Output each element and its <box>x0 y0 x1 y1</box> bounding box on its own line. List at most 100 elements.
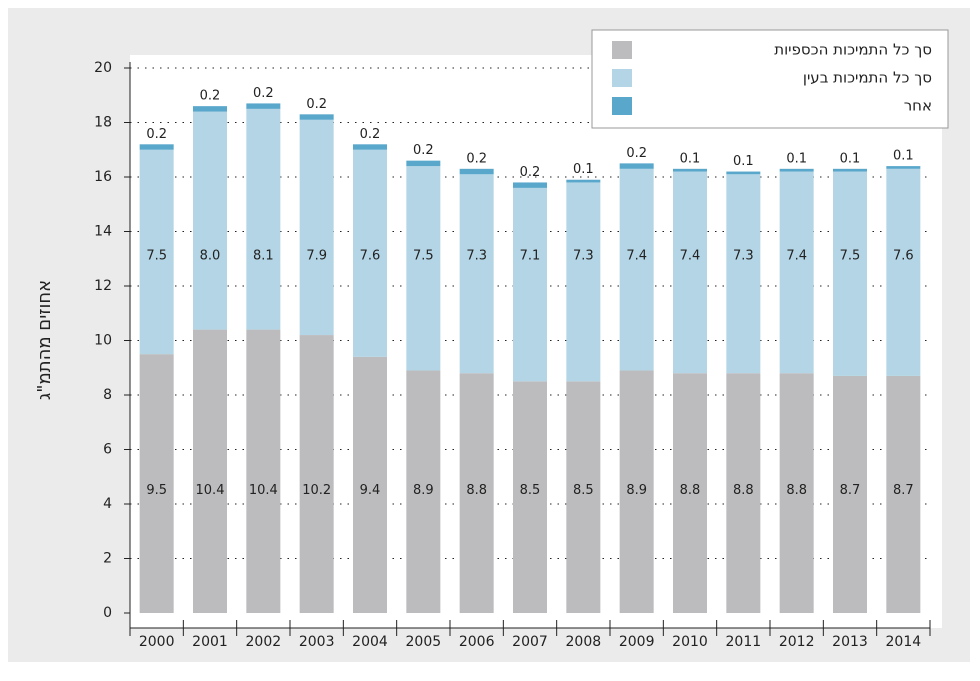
data-label: 0.2 <box>520 165 541 180</box>
data-label: 0.2 <box>200 89 221 104</box>
bar-segment <box>566 182 601 382</box>
y-tick-label: 2 <box>103 551 112 567</box>
bar-segment <box>459 174 494 374</box>
data-label: 0.2 <box>360 127 381 142</box>
bar-segment <box>246 108 281 330</box>
bar-segment <box>779 373 814 613</box>
data-label: 0.2 <box>146 127 167 142</box>
data-label: 7.5 <box>413 249 434 264</box>
x-tick-label: 2004 <box>352 634 388 650</box>
bar-segment <box>833 375 867 613</box>
y-tick-label: 10 <box>94 333 112 349</box>
y-tick-label: 6 <box>103 442 112 458</box>
bar-segment <box>246 103 281 109</box>
bar-segment <box>246 329 281 613</box>
legend-swatch <box>612 97 632 115</box>
bar-segment <box>193 111 227 330</box>
bar-segment <box>779 171 814 374</box>
bar-segment <box>299 335 334 613</box>
data-label: 7.3 <box>733 249 754 264</box>
data-label: 8.1 <box>253 249 274 264</box>
data-label: 0.1 <box>733 154 754 169</box>
data-label: 7.6 <box>360 249 381 264</box>
data-label: 7.4 <box>680 249 701 264</box>
bar-segment <box>566 381 601 613</box>
data-label: 0.1 <box>786 151 807 166</box>
data-label: 9.5 <box>146 483 167 498</box>
data-label: 8.8 <box>680 483 701 498</box>
bar-segment <box>139 144 174 150</box>
bar-segment <box>406 370 441 613</box>
x-tick-label: 2012 <box>779 634 815 650</box>
data-label: 8.8 <box>466 483 487 498</box>
bar-segment <box>406 160 441 167</box>
legend-swatch <box>612 69 632 87</box>
y-tick-label: 18 <box>94 115 112 131</box>
data-label: 8.5 <box>573 483 594 498</box>
bar-segment <box>139 149 174 355</box>
bar-segment <box>886 168 921 376</box>
data-label: 9.4 <box>360 483 381 498</box>
x-tick-label: 2005 <box>406 634 442 650</box>
y-tick-label: 0 <box>103 605 112 621</box>
y-axis-label: אחוזים מהתמ"ג <box>34 280 55 400</box>
bar-segment <box>619 168 654 371</box>
bar-segment <box>833 171 867 376</box>
data-label: 7.5 <box>146 249 167 264</box>
y-tick-label: 14 <box>94 224 112 240</box>
data-label: 0.1 <box>573 162 594 177</box>
bar-segment <box>673 171 707 374</box>
data-label: 7.9 <box>306 249 327 264</box>
x-tick-label: 2003 <box>299 634 335 650</box>
x-tick-label: 2002 <box>246 634 282 650</box>
data-label: 0.2 <box>306 97 327 112</box>
y-tick-label: 12 <box>94 278 112 294</box>
data-label: 0.1 <box>893 149 914 164</box>
bar-segment <box>193 329 227 613</box>
data-label: 8.8 <box>733 483 754 498</box>
data-label: 10.4 <box>196 483 225 498</box>
bar-segment <box>726 373 761 613</box>
legend-label: אחר <box>904 97 932 115</box>
bar-segment <box>406 166 441 371</box>
data-label: 8.9 <box>626 483 647 498</box>
legend-label: סך כל התמיכות בעין <box>803 69 932 87</box>
data-label: 7.3 <box>573 249 594 264</box>
bar-segment <box>566 179 601 183</box>
x-tick-label: 2000 <box>139 634 175 650</box>
data-label: 0.2 <box>253 86 274 101</box>
bar-segment <box>779 168 814 172</box>
data-label: 8.9 <box>413 483 434 498</box>
y-tick-label: 20 <box>94 60 112 76</box>
x-tick-label: 2007 <box>512 634 548 650</box>
data-label: 8.0 <box>200 249 221 264</box>
bar-segment <box>299 114 334 120</box>
x-tick-label: 2014 <box>886 634 922 650</box>
x-tick-label: 2001 <box>192 634 228 650</box>
x-tick-label: 2006 <box>459 634 495 650</box>
bar-segment <box>833 168 867 172</box>
bar-segment <box>353 356 387 613</box>
y-tick-label: 16 <box>94 169 112 185</box>
data-label: 8.7 <box>893 483 914 498</box>
data-label: 8.7 <box>840 483 861 498</box>
legend-box <box>591 29 949 129</box>
bar-segment <box>673 168 707 172</box>
bar-segment <box>459 168 494 175</box>
y-tick-label: 4 <box>103 496 112 512</box>
bar-segment <box>459 373 494 613</box>
bar-segment <box>619 163 654 169</box>
data-label: 7.4 <box>786 249 807 264</box>
data-label: 10.2 <box>302 483 331 498</box>
bar-segment <box>886 166 921 169</box>
legend-label: סך כל התמיכות הכספיות <box>774 41 932 59</box>
data-label: 0.2 <box>413 143 434 158</box>
bar-segment <box>299 119 334 336</box>
bar-segment <box>353 149 387 357</box>
x-tick-label: 2010 <box>672 634 708 650</box>
bar-segment <box>619 370 654 613</box>
x-tick-label: 2009 <box>619 634 655 650</box>
bar-segment <box>193 106 227 112</box>
bar-segment <box>513 381 547 613</box>
